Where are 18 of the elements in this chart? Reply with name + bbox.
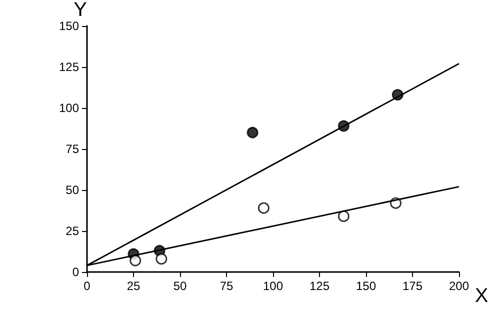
y-tick-label: 25 xyxy=(66,224,80,238)
y-tick-label: 150 xyxy=(58,18,80,33)
x-tick-label: 175 xyxy=(402,279,423,293)
y-tick-label: 75 xyxy=(66,142,80,156)
y-tick-label: 50 xyxy=(66,182,80,197)
y-tick-label: 100 xyxy=(58,100,80,115)
x-tick-label: 75 xyxy=(220,279,234,293)
x-tick-label: 50 xyxy=(173,279,187,293)
y-tick-label: 125 xyxy=(58,60,80,74)
x-tick-label: 100 xyxy=(262,279,284,293)
x-axis-title: X xyxy=(474,285,488,307)
x-tick-label: 25 xyxy=(126,279,140,293)
y-tick-label: 0 xyxy=(72,265,80,279)
x-tick-label: 150 xyxy=(356,279,376,293)
x-tick-label: 200 xyxy=(448,279,470,293)
x-tick-label: 0 xyxy=(84,279,91,293)
x-tick-label: 125 xyxy=(309,279,330,293)
y-axis-title: Y xyxy=(74,0,87,21)
